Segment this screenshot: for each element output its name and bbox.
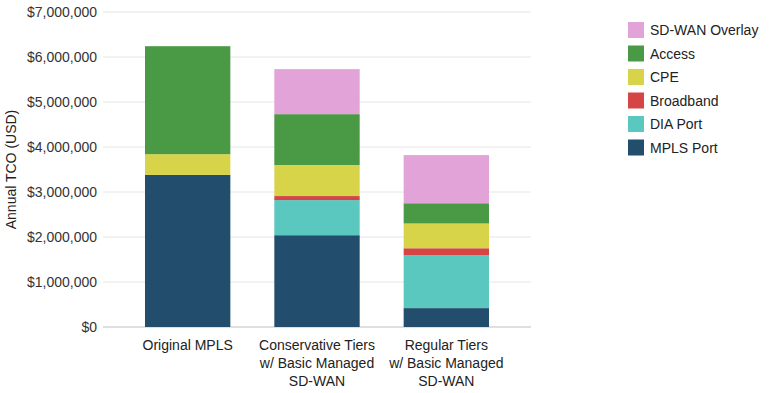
bar-segment bbox=[274, 165, 359, 196]
legend-swatch bbox=[628, 140, 644, 156]
category-label-line: Original MPLS bbox=[143, 337, 233, 353]
bar-segment bbox=[274, 235, 359, 327]
legend-swatch bbox=[628, 46, 644, 62]
bar-segment bbox=[404, 248, 489, 255]
bar-segment bbox=[404, 203, 489, 223]
bar-segment bbox=[274, 114, 359, 165]
category-label: Original MPLS bbox=[143, 337, 233, 353]
bar-segment bbox=[404, 308, 489, 327]
legend: SD-WAN Overlay Access CPE Broadband DIA Port… bbox=[628, 22, 758, 156]
category-label: Conservative Tiers w/ Basic Managed SD-WAN bbox=[259, 337, 375, 389]
bar-segment bbox=[274, 196, 359, 200]
tick-label: $1,000,000 bbox=[27, 274, 97, 290]
tick-label: $6,000,000 bbox=[27, 49, 97, 65]
legend-swatch bbox=[628, 93, 644, 109]
tick-label: $4,000,000 bbox=[27, 139, 97, 155]
bars bbox=[145, 46, 489, 327]
legend-label: SD-WAN Overlay bbox=[650, 22, 758, 38]
bar-segment bbox=[404, 224, 489, 249]
legend-label: DIA Port bbox=[650, 116, 702, 132]
category-label-line: SD-WAN bbox=[418, 373, 474, 389]
tick-label: $3,000,000 bbox=[27, 184, 97, 200]
legend-label: CPE bbox=[650, 69, 679, 85]
category-label: Regular Tiers w/ Basic Managed SD-WAN bbox=[388, 337, 503, 389]
bar-segment bbox=[145, 175, 230, 327]
legend-swatch bbox=[628, 116, 644, 132]
bar-segment bbox=[145, 46, 230, 47]
bar-segment bbox=[274, 200, 359, 235]
bar-segment bbox=[404, 255, 489, 308]
category-label-line: w/ Basic Managed bbox=[259, 355, 374, 371]
bar-segment bbox=[274, 69, 359, 114]
y-axis-label: Annual TCO (USD) bbox=[3, 110, 19, 230]
bar-segment bbox=[404, 155, 489, 203]
tick-label: $7,000,000 bbox=[27, 4, 97, 20]
tick-label: $5,000,000 bbox=[27, 94, 97, 110]
category-label-line: SD-WAN bbox=[289, 373, 345, 389]
grid bbox=[103, 12, 531, 327]
legend-label: Broadband bbox=[650, 93, 719, 109]
legend-label: MPLS Port bbox=[650, 140, 718, 156]
tick-label: $2,000,000 bbox=[27, 229, 97, 245]
legend-label: Access bbox=[650, 46, 695, 62]
bar-segment bbox=[145, 154, 230, 175]
category-label-line: w/ Basic Managed bbox=[388, 355, 503, 371]
bar-segment bbox=[145, 46, 230, 154]
tick-label: $0 bbox=[81, 319, 97, 335]
grid-line bbox=[103, 12, 531, 13]
category-label-line: Regular Tiers bbox=[405, 337, 488, 353]
legend-swatch bbox=[628, 22, 644, 38]
legend-swatch bbox=[628, 69, 644, 85]
category-label-line: Conservative Tiers bbox=[259, 337, 375, 353]
